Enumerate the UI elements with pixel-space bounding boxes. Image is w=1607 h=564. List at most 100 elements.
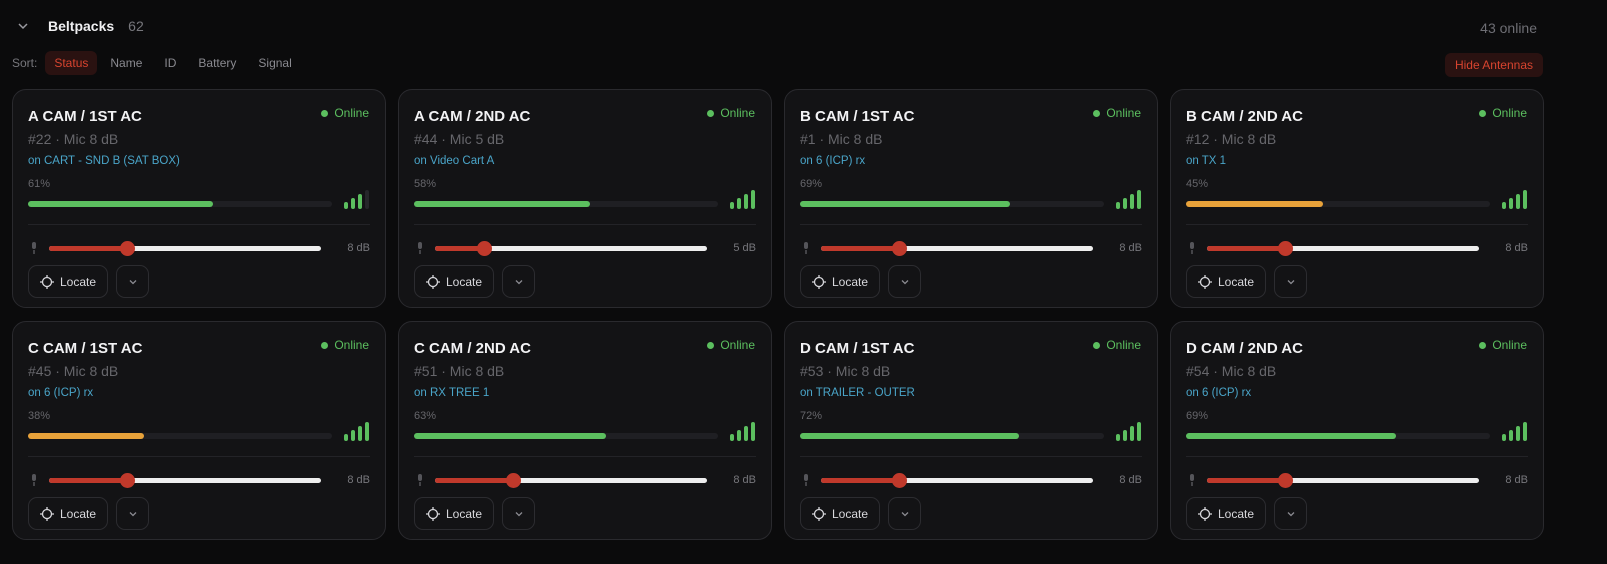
status-text: Online — [1492, 338, 1527, 352]
status-text: Online — [1106, 338, 1141, 352]
battery-percent: 61% — [28, 178, 51, 190]
status-badge: Online — [321, 106, 369, 120]
gain-value: 8 dB — [1119, 474, 1142, 486]
sort-id[interactable]: ID — [164, 56, 177, 70]
hide-antennas-button[interactable]: Hide Antennas — [1444, 53, 1543, 77]
status-text: Online — [334, 338, 369, 352]
section-count: 62 — [128, 18, 144, 34]
section-title: Beltpacks — [48, 18, 115, 34]
slider-thumb[interactable] — [119, 472, 135, 488]
antenna-location-link[interactable]: on TRAILER - OUTER — [800, 387, 915, 399]
antenna-location-link[interactable]: on CART - SND B (SAT BOX) — [28, 155, 180, 167]
status-dot-icon — [707, 341, 715, 349]
mic-gain-slider[interactable] — [49, 240, 321, 256]
locate-button[interactable]: Locate — [1186, 265, 1266, 298]
beltpack-card: C CAM / 1ST AC Online #45 · Mic 8 dB on … — [12, 321, 386, 540]
chevron-down-icon[interactable] — [16, 19, 30, 33]
more-options-button[interactable] — [502, 497, 535, 530]
status-text: Online — [1106, 106, 1141, 120]
beltpack-card: C CAM / 2ND AC Online #51 · Mic 8 dB on … — [398, 321, 772, 540]
slider-thumb[interactable] — [119, 240, 135, 256]
beltpack-name: C CAM / 2ND AC — [414, 340, 531, 357]
more-options-button[interactable] — [888, 497, 921, 530]
gain-value: 5 dB — [733, 242, 756, 254]
signal-bar — [1523, 190, 1527, 209]
battery-bar — [28, 201, 332, 207]
sort-status[interactable]: Status — [45, 51, 98, 75]
locate-button[interactable]: Locate — [1186, 497, 1266, 530]
crosshair-icon — [39, 506, 54, 521]
beltpack-name: B CAM / 2ND AC — [1186, 108, 1303, 125]
mic-gain-slider[interactable] — [49, 472, 321, 488]
microphone-icon — [1190, 242, 1194, 254]
status-text: Online — [334, 106, 369, 120]
mic-gain-slider[interactable] — [1207, 472, 1479, 488]
locate-button[interactable]: Locate — [414, 497, 494, 530]
more-options-button[interactable] — [502, 265, 535, 298]
signal-bar — [1130, 426, 1134, 441]
mic-gain-slider[interactable] — [1207, 240, 1479, 256]
microphone-icon — [804, 474, 808, 486]
antenna-location-link[interactable]: on TX 1 — [1186, 155, 1227, 167]
locate-button[interactable]: Locate — [414, 265, 494, 298]
status-badge: Online — [707, 106, 755, 120]
signal-bar — [744, 194, 748, 209]
status-badge: Online — [321, 338, 369, 352]
battery-bar — [1186, 433, 1490, 439]
beltpack-meta: #22 · Mic 8 dB — [28, 131, 119, 147]
locate-button[interactable]: Locate — [28, 265, 108, 298]
antenna-location-link[interactable]: on 6 (ICP) rx — [1186, 387, 1252, 399]
beltpack-name: D CAM / 2ND AC — [1186, 340, 1303, 357]
antenna-location-link[interactable]: on 6 (ICP) rx — [28, 387, 94, 399]
locate-button[interactable]: Locate — [800, 265, 880, 298]
battery-bar — [28, 433, 332, 439]
mic-gain-slider[interactable] — [435, 472, 707, 488]
slider-thumb[interactable] — [505, 472, 521, 488]
section-header[interactable]: Beltpacks 62 — [16, 18, 144, 34]
status-badge: Online — [1093, 338, 1141, 352]
more-options-button[interactable] — [1274, 265, 1307, 298]
microphone-icon — [418, 474, 422, 486]
slider-thumb[interactable] — [1277, 472, 1293, 488]
antenna-location-link[interactable]: on 6 (ICP) rx — [800, 155, 866, 167]
battery-fill — [28, 201, 214, 207]
signal-bar — [1116, 434, 1120, 441]
more-options-button[interactable] — [116, 497, 149, 530]
mic-gain-slider[interactable] — [435, 240, 707, 256]
slider-thumb[interactable] — [891, 240, 907, 256]
sort-signal[interactable]: Signal — [258, 56, 292, 70]
battery-fill — [1186, 433, 1396, 439]
signal-bar — [1130, 194, 1134, 209]
battery-fill — [1186, 201, 1323, 207]
locate-button[interactable]: Locate — [28, 497, 108, 530]
status-dot-icon — [321, 341, 329, 349]
more-options-button[interactable] — [888, 265, 921, 298]
chevron-down-icon — [901, 279, 908, 284]
antenna-location-link[interactable]: on Video Cart A — [414, 155, 495, 167]
signal-bar — [1137, 422, 1141, 441]
battery-bar — [800, 201, 1104, 207]
status-badge: Online — [707, 338, 755, 352]
mic-gain-slider[interactable] — [821, 472, 1093, 488]
status-dot-icon — [707, 109, 715, 117]
status-dot-icon — [1479, 341, 1487, 349]
divider — [28, 224, 370, 225]
battery-percent: 72% — [800, 410, 823, 422]
slider-thumb[interactable] — [1277, 240, 1293, 256]
microphone-icon — [1190, 474, 1194, 486]
gain-value: 8 dB — [733, 474, 756, 486]
signal-bar — [1137, 190, 1141, 209]
beltpack-card: A CAM / 2ND AC Online #44 · Mic 5 dB on … — [398, 89, 772, 308]
slider-thumb[interactable] — [476, 240, 492, 256]
locate-button[interactable]: Locate — [800, 497, 880, 530]
antenna-location-link[interactable]: on RX TREE 1 — [414, 387, 490, 399]
slider-thumb[interactable] — [891, 472, 907, 488]
more-options-button[interactable] — [116, 265, 149, 298]
sort-battery[interactable]: Battery — [198, 56, 237, 70]
sort-name[interactable]: Name — [110, 56, 143, 70]
signal-strength-icon — [1116, 190, 1141, 209]
signal-bar — [365, 190, 369, 209]
beltpack-name: C CAM / 1ST AC — [28, 340, 143, 357]
mic-gain-slider[interactable] — [821, 240, 1093, 256]
more-options-button[interactable] — [1274, 497, 1307, 530]
